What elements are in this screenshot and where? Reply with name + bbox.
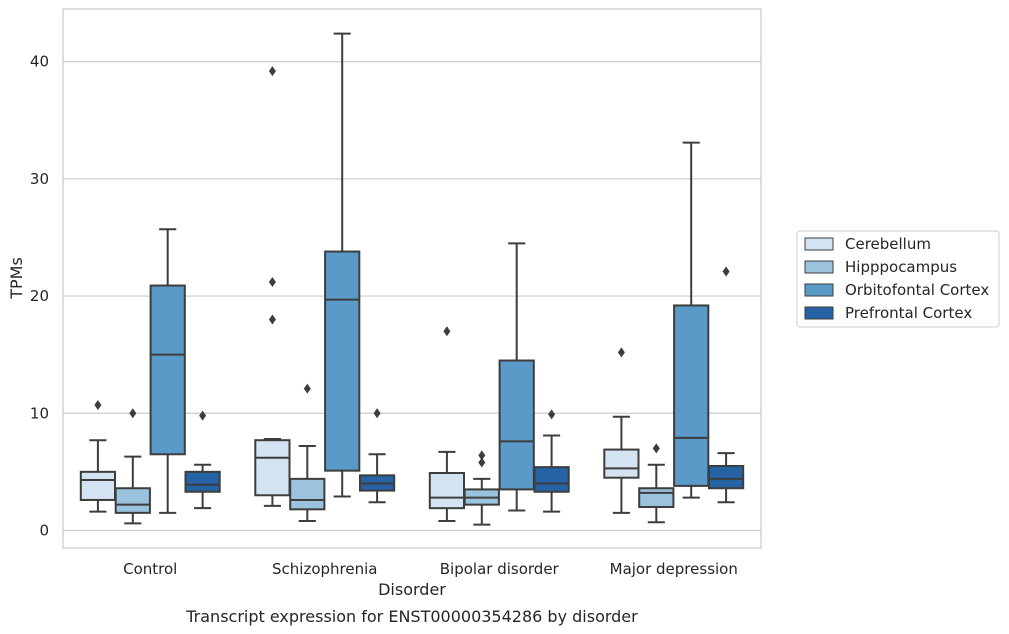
box-iqr — [254, 439, 291, 497]
box-iqr — [79, 470, 117, 501]
y-tick-label: 0 — [39, 521, 49, 539]
box — [707, 266, 745, 504]
legend-frame — [796, 230, 1000, 328]
x-tick-label: Schizophrenia — [272, 560, 377, 578]
outlier-point — [652, 443, 660, 454]
outlier-point — [373, 408, 381, 419]
y-tick-label: 20 — [30, 287, 49, 305]
box — [603, 347, 640, 514]
box — [324, 32, 361, 498]
x-tick-label: Bipolar disorder — [440, 560, 560, 578]
box — [114, 408, 151, 525]
legend-label: Orbitofontal Cortex — [845, 281, 989, 299]
outlier-point — [268, 66, 276, 77]
x-tick-label: Major depression — [610, 560, 738, 578]
legend-item: Hipppocampus — [804, 258, 957, 276]
outlier-point — [617, 347, 625, 358]
box-iqr — [707, 464, 745, 490]
box — [673, 141, 710, 499]
series-cerebellum — [79, 66, 640, 523]
outlier-point — [443, 326, 451, 337]
legend-items: Cerebellum Hipppocampus Orbitofontal Corte… — [804, 235, 989, 322]
y-axis-label: TPMs — [7, 257, 26, 300]
outlier-point — [268, 277, 276, 288]
legend-item: Cerebellum — [804, 235, 931, 253]
box — [358, 408, 396, 504]
outlier-point — [722, 266, 730, 277]
box-iqr — [114, 487, 151, 514]
box — [289, 383, 326, 523]
x-axis-ticks: Control Schizophrenia Bipolar disorder Majo… — [123, 560, 738, 578]
box-iqr — [638, 487, 675, 508]
outlier-point — [268, 314, 276, 325]
y-tick-label: 10 — [30, 404, 49, 422]
chart-caption: Transcript expression for ENST0000035428… — [185, 607, 638, 626]
box — [184, 410, 221, 510]
series-prefrontal-cortex — [184, 266, 745, 513]
box-series — [79, 32, 745, 526]
box-iqr — [673, 304, 710, 487]
box-iqr — [603, 448, 640, 479]
box-iqr — [428, 472, 466, 510]
box — [254, 66, 291, 507]
box — [638, 443, 675, 524]
box-iqr — [533, 466, 570, 493]
box — [533, 409, 570, 513]
outlier-point — [129, 408, 137, 419]
box-iqr — [324, 250, 361, 472]
legend: Cerebellum Hipppocampus Orbitofontal Corte… — [796, 230, 1000, 328]
series-orbitofontal-cortex — [149, 32, 710, 514]
box-iqr — [184, 470, 221, 493]
box-iqr — [149, 284, 186, 456]
box — [149, 228, 186, 514]
legend-label: Prefrontal Cortex — [845, 304, 972, 322]
legend-item: Prefrontal Cortex — [804, 304, 972, 322]
legend-item: Orbitofontal Cortex — [804, 281, 989, 299]
legend-swatch — [804, 237, 834, 251]
outlier-point — [548, 409, 556, 420]
legend-swatch — [804, 260, 834, 274]
x-axis-label: Disorder — [378, 580, 446, 599]
y-tick-label: 30 — [30, 170, 49, 188]
legend-swatch — [804, 306, 834, 320]
box — [498, 242, 535, 512]
legend-label: Cerebellum — [845, 235, 931, 253]
box — [428, 326, 466, 523]
box — [79, 400, 117, 513]
box-iqr — [289, 477, 326, 511]
outlier-point — [303, 383, 311, 394]
y-tick-label: 40 — [30, 53, 49, 71]
legend-swatch — [804, 283, 834, 297]
box — [463, 450, 500, 526]
outlier-point — [199, 410, 207, 421]
x-tick-label: Control — [123, 560, 177, 578]
plot-area-frame — [62, 8, 762, 549]
outlier-point — [94, 400, 102, 411]
y-axis-ticks: 0 10 20 30 40 — [30, 53, 49, 540]
series-hipppocampus — [114, 383, 675, 526]
box-iqr — [498, 359, 535, 491]
legend-label: Hipppocampus — [845, 258, 957, 276]
outlier-point — [478, 450, 486, 461]
outlier-point — [478, 457, 486, 468]
